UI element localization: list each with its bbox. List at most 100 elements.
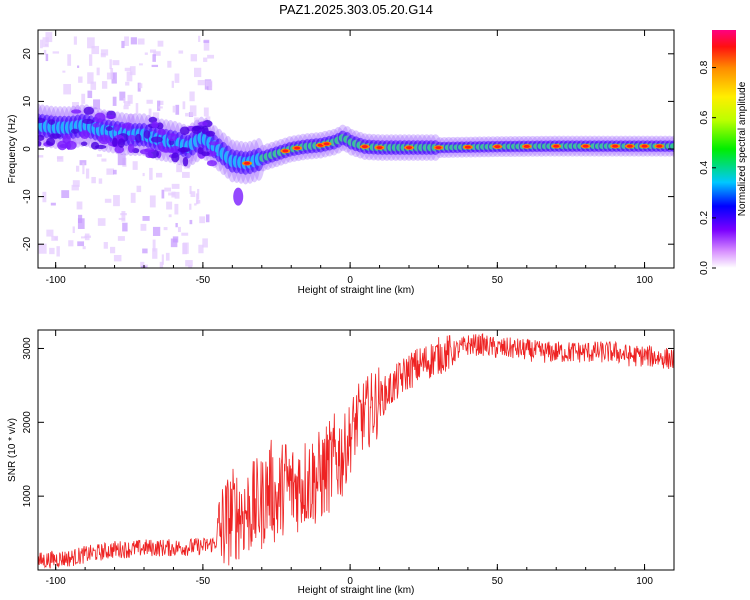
noise-blob xyxy=(42,37,49,48)
noise-blob xyxy=(87,90,93,99)
y-tick-label: 10 xyxy=(22,95,33,107)
noise-blob xyxy=(146,99,153,104)
ridge-spot xyxy=(161,148,172,153)
noise-blob xyxy=(188,265,193,268)
spectrogram-ylabel: Frequency (Hz) xyxy=(7,115,18,184)
noise-blob xyxy=(128,114,135,123)
noise-blob xyxy=(49,247,55,255)
ridge-spot xyxy=(82,118,94,124)
colorbar-tick-label: 0.0 xyxy=(699,261,710,275)
noise-blob xyxy=(130,192,136,203)
noise-blob xyxy=(167,60,172,68)
y-tick-label: -20 xyxy=(22,237,33,252)
ridge-spot xyxy=(125,122,132,131)
noise-blob xyxy=(136,185,142,193)
ridge-spot xyxy=(94,144,107,150)
x-tick-label: -100 xyxy=(46,576,66,587)
noise-blob xyxy=(127,94,133,104)
noise-blob xyxy=(72,226,75,234)
ridge-spot xyxy=(167,133,178,142)
peak-dot xyxy=(361,145,368,149)
noise-blob xyxy=(161,189,165,199)
noise-blob xyxy=(139,63,143,66)
noise-blob xyxy=(152,226,161,236)
ridge-spot xyxy=(71,109,82,114)
peak-dot xyxy=(494,145,501,149)
peak-dot xyxy=(626,144,633,148)
noise-blob xyxy=(124,67,132,72)
noise-blob xyxy=(101,158,107,162)
noise-blob xyxy=(171,191,176,198)
ridge-spot xyxy=(143,129,151,139)
snr-xlabel: Height of straight line (km) xyxy=(298,585,415,596)
noise-blob xyxy=(45,32,53,43)
noise-blob xyxy=(157,100,161,111)
noise-blob xyxy=(68,240,74,247)
noise-blob xyxy=(81,93,86,104)
noise-blob xyxy=(202,238,208,248)
x-tick-label: -50 xyxy=(196,275,211,286)
noise-blob xyxy=(109,59,112,70)
noise-blob xyxy=(77,241,85,247)
noise-blob xyxy=(110,246,116,254)
x-tick-label: -50 xyxy=(196,576,211,587)
y-tick-label: -10 xyxy=(22,189,33,204)
noise-blob xyxy=(61,190,70,199)
ridge-spot xyxy=(38,117,46,124)
noise-blob xyxy=(104,198,112,203)
noise-blob xyxy=(159,261,164,268)
noise-blob xyxy=(165,252,170,261)
peak-dot xyxy=(244,161,251,165)
ridge-spot xyxy=(49,133,62,139)
y-tick-label: 20 xyxy=(22,48,33,60)
noise-blob xyxy=(177,226,181,233)
x-tick-label: 50 xyxy=(492,576,504,587)
noise-blob xyxy=(103,242,108,249)
noise-blob xyxy=(111,72,117,84)
noise-blob xyxy=(76,165,80,172)
noise-blob xyxy=(203,57,208,62)
ridge-spot xyxy=(127,143,135,154)
noise-blob xyxy=(77,65,80,68)
noise-blob xyxy=(72,102,79,111)
ridge-spot xyxy=(117,138,125,148)
noise-blob xyxy=(122,222,128,232)
ridge-spot xyxy=(182,156,189,167)
ridge-spot xyxy=(201,125,209,135)
x-tick-label: 0 xyxy=(347,275,353,286)
ridge-spot xyxy=(179,126,190,136)
snr-frame xyxy=(37,329,675,571)
noise-blob xyxy=(182,242,189,254)
noise-blob xyxy=(152,248,158,259)
peak-dot xyxy=(523,144,530,148)
noise-blob xyxy=(113,195,120,207)
ridge-spot xyxy=(38,140,42,147)
noise-blob xyxy=(197,188,200,200)
noise-blob xyxy=(43,49,47,55)
noise-blob xyxy=(171,80,174,88)
ridge-spot xyxy=(144,148,155,153)
noise-blob xyxy=(63,84,72,95)
ridge-spot xyxy=(171,152,180,163)
ridge-spot xyxy=(48,119,56,125)
ridge-spot xyxy=(38,134,45,141)
noise-blob xyxy=(144,52,148,55)
noise-blob xyxy=(189,219,193,225)
noise-blob xyxy=(62,70,66,73)
noise-blob xyxy=(106,168,115,175)
noise-blob xyxy=(142,172,145,177)
noise-blob xyxy=(91,176,96,184)
colorbar-tick-label: 0.8 xyxy=(699,60,710,74)
noise-blob xyxy=(78,214,83,224)
peak-dot xyxy=(294,146,301,150)
peak-dot xyxy=(612,144,619,148)
peak-dot xyxy=(582,144,589,148)
noise-blob xyxy=(205,214,210,223)
noise-blob xyxy=(174,203,179,215)
noise-blob xyxy=(117,153,126,166)
ridge-spot xyxy=(105,126,113,131)
spectrogram-xlabel: Height of straight line (km) xyxy=(298,285,415,296)
snr-line-area xyxy=(38,333,674,569)
noise-blob xyxy=(76,201,83,210)
